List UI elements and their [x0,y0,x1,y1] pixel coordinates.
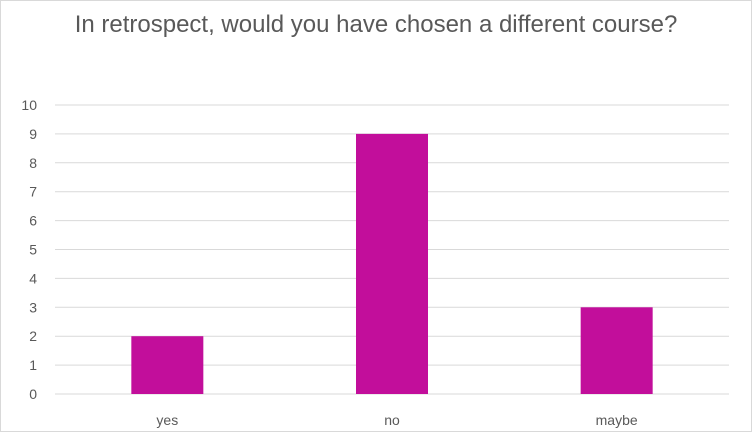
y-tick-label: 1 [29,357,37,373]
x-tick-label: no [384,412,400,428]
bar-no [356,133,428,394]
y-tick-label: 5 [29,242,37,258]
y-tick-label: 2 [29,328,37,344]
bar-yes [131,336,204,394]
y-tick-label: 4 [29,270,37,286]
y-tick-label: 6 [29,213,37,229]
x-tick-label: maybe [596,412,638,428]
y-tick-label: 7 [29,184,37,200]
y-tick-label: 9 [29,126,37,142]
x-tick-label: yes [156,412,178,428]
y-tick-label: 8 [29,155,37,171]
chart-title: In retrospect, would you have chosen a d… [74,11,678,38]
bar-maybe [580,307,653,394]
y-tick-label: 3 [29,299,37,315]
y-tick-label: 0 [29,386,37,402]
y-tick-label: 10 [21,97,37,113]
